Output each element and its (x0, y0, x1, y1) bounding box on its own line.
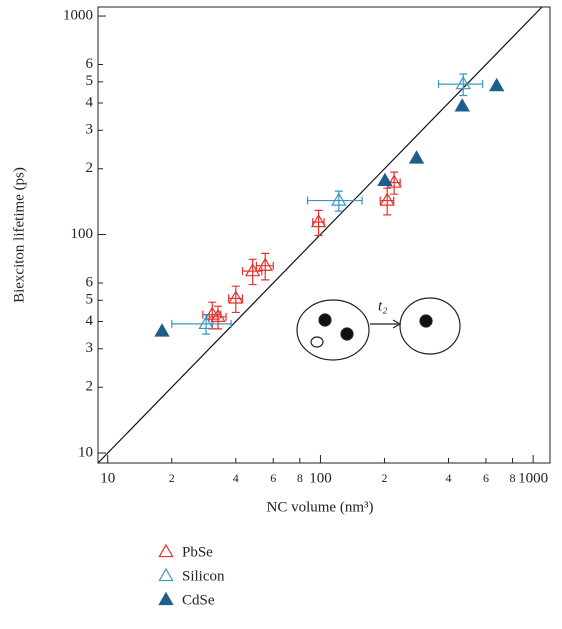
point (228, 290, 244, 304)
x-tick-label: 2 (381, 471, 387, 485)
point (377, 172, 393, 187)
legend-marker (158, 543, 174, 558)
legend-marker (158, 591, 174, 606)
y-error-bar (261, 252, 270, 281)
point (408, 150, 425, 164)
y-tick-label: 3 (86, 340, 94, 356)
y-axis-label: Biexciton lifetime (ps) (11, 167, 27, 303)
nc-before (296, 299, 370, 361)
y-tick-label: 5 (86, 292, 94, 308)
x-tick-label: 8 (510, 471, 516, 485)
x-error-bar (241, 267, 263, 276)
inset-diagram (296, 297, 461, 361)
exciton (318, 313, 332, 327)
y-tick-label: 2 (86, 379, 94, 395)
point (257, 257, 273, 271)
legend-marker (158, 567, 174, 582)
y-tick-label: 1000 (63, 7, 93, 23)
plot-frame (97, 6, 551, 464)
x-error-bar (255, 261, 274, 270)
y-tick-label: 4 (86, 94, 94, 110)
y-tick-label: 6 (86, 56, 94, 72)
annotation: t₂ (378, 298, 387, 314)
nc-after (399, 297, 461, 355)
y-tick-label: 10 (78, 444, 93, 460)
point (489, 77, 505, 92)
x-tick-label: 10 (100, 470, 115, 486)
y-error-bar (383, 187, 392, 216)
point (154, 323, 170, 337)
point (455, 75, 471, 90)
y-error-bar (231, 285, 240, 314)
hole (310, 336, 324, 348)
point (210, 308, 226, 322)
point (454, 98, 470, 112)
exciton (419, 314, 433, 328)
y-tick-label: 5 (86, 73, 94, 89)
x-tick-label: 6 (270, 471, 276, 485)
y-tick-label: 2 (86, 160, 94, 176)
point (331, 192, 347, 206)
point (310, 213, 327, 228)
x-error-bar (437, 80, 484, 89)
legend-label: Silicon (182, 568, 225, 584)
x-tick-label: 4 (233, 471, 239, 485)
x-tick-label: 1000 (518, 470, 548, 486)
x-tick-label: 8 (297, 471, 303, 485)
x-tick-label: 100 (309, 470, 332, 486)
y-tick-label: 6 (86, 274, 94, 290)
legend-label: PbSe (182, 544, 213, 560)
y-tick-label: 3 (86, 122, 94, 138)
x-tick-label: 2 (169, 471, 175, 485)
point (198, 315, 214, 330)
legend-label: CdSe (182, 592, 215, 608)
y-tick-label: 4 (86, 313, 94, 329)
point (244, 262, 261, 277)
point (379, 192, 395, 206)
x-tick-label: 4 (446, 471, 452, 485)
exciton (340, 327, 354, 341)
x-tick-label: 6 (483, 471, 489, 485)
point (386, 174, 402, 188)
x-axis-label: NC volume (nm³) (267, 499, 374, 515)
y-tick-label: 100 (71, 226, 94, 242)
